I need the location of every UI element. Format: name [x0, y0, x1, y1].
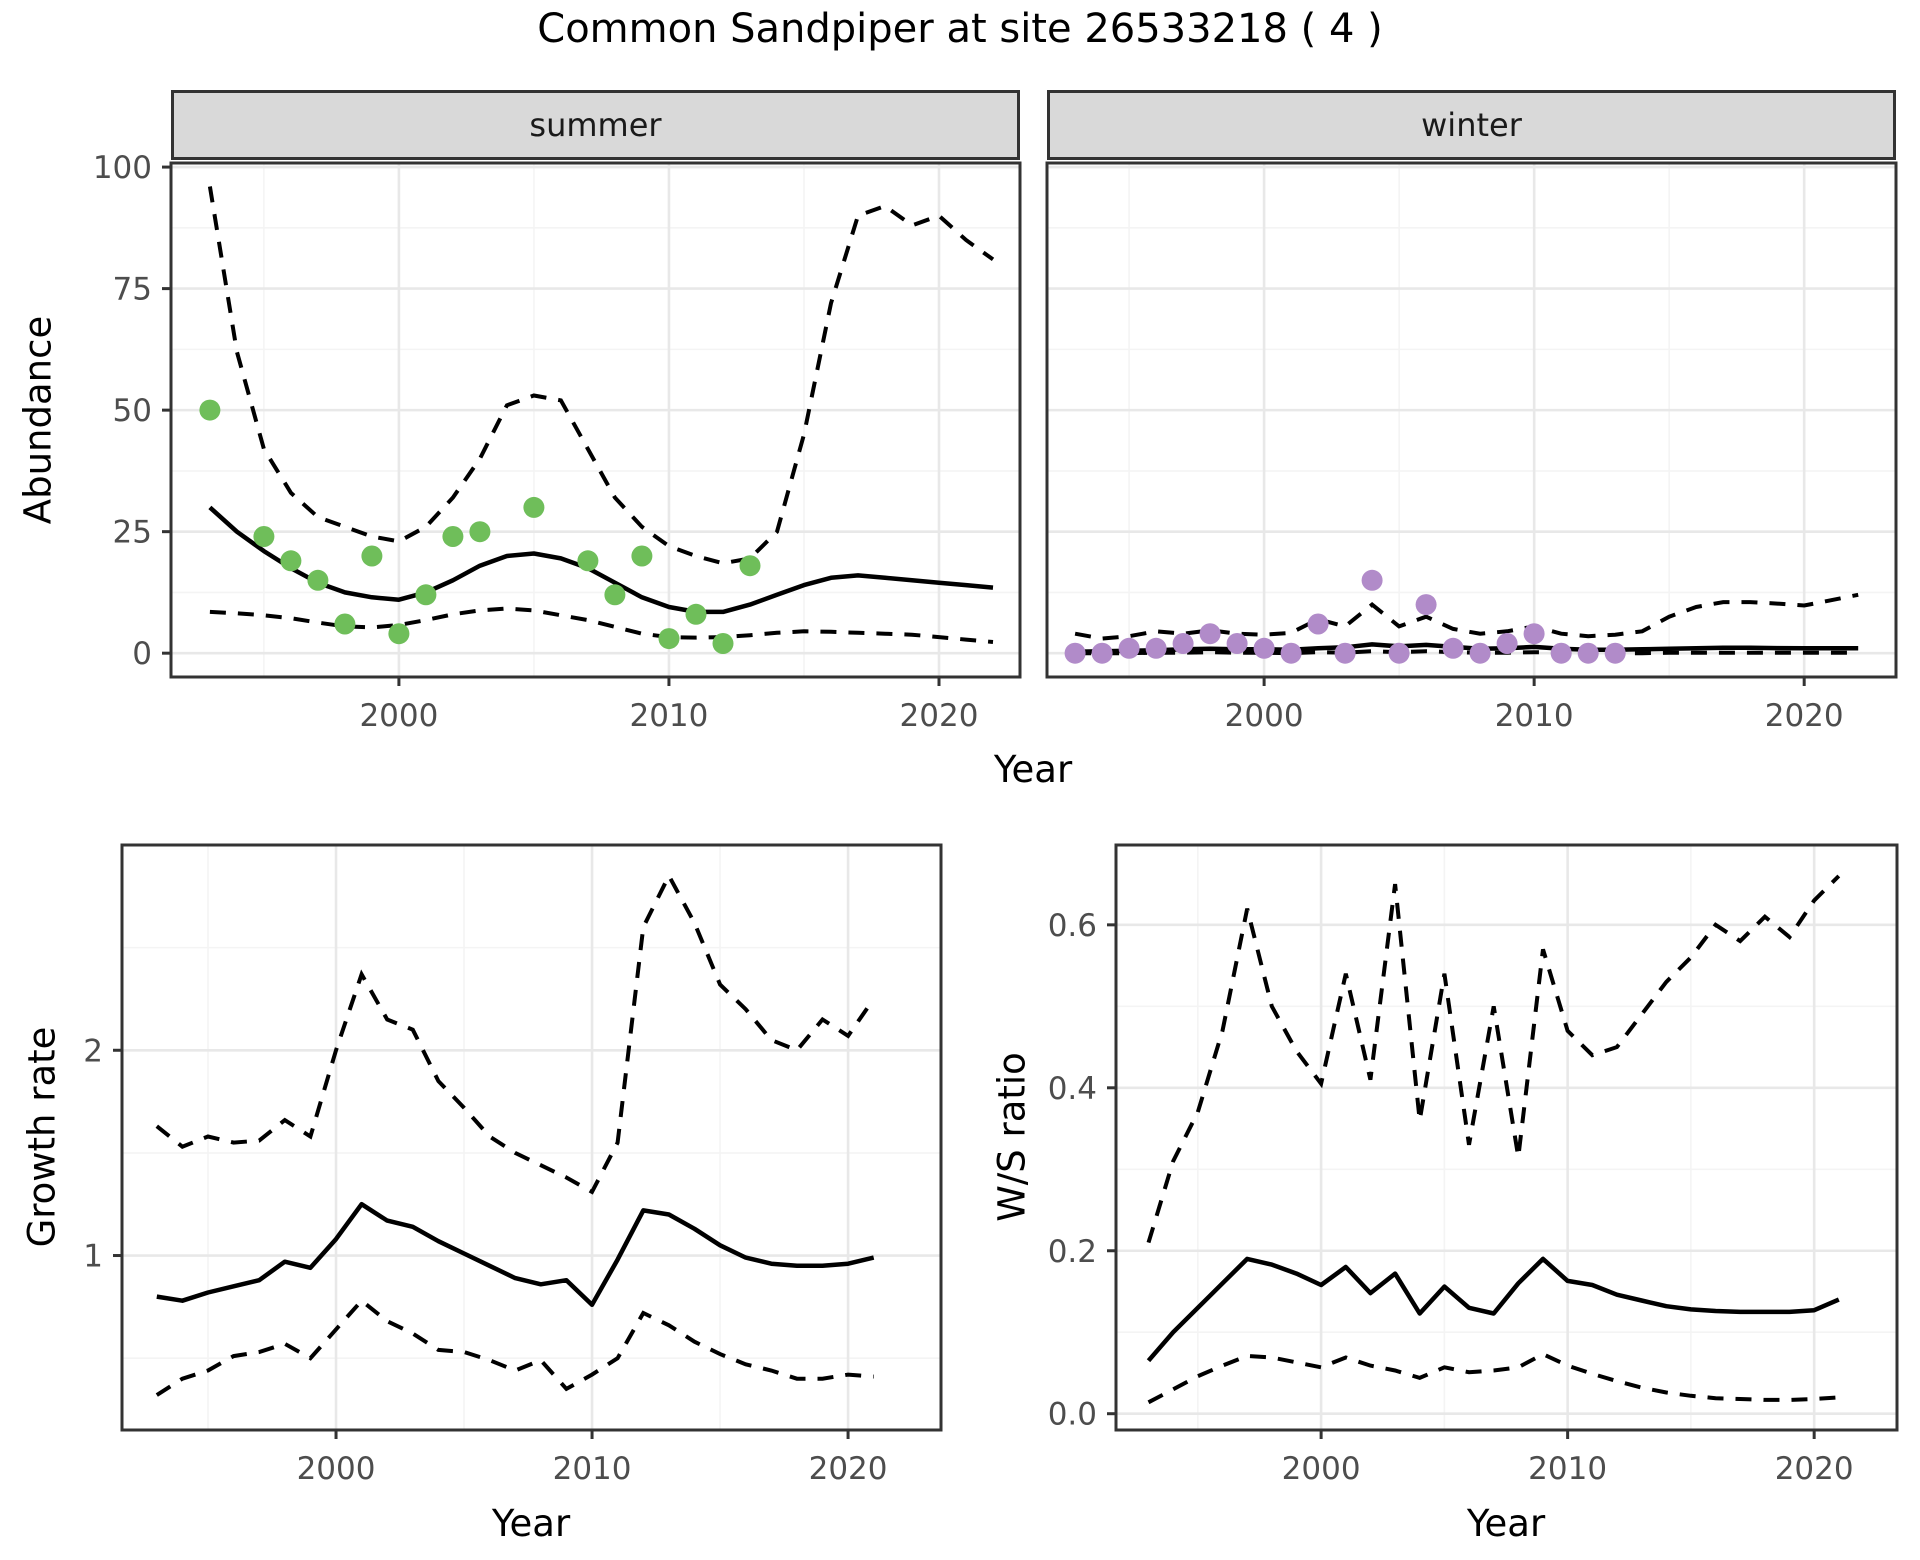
data-point [1604, 642, 1626, 664]
ci-upper-line [207, 186, 995, 566]
data-point [253, 526, 275, 547]
x-tick-label: 2020 [1765, 698, 1844, 734]
data-point [361, 545, 383, 567]
y-tick-label: 0 [132, 636, 152, 672]
data-point [442, 526, 464, 547]
x-tick-label: 2020 [809, 1451, 888, 1487]
data-point [307, 569, 329, 591]
data-point [1469, 642, 1491, 664]
data-point [1577, 642, 1599, 664]
data-point [199, 399, 221, 421]
data-point [685, 603, 707, 625]
x-axis-title-year-bottom-right: Year [1466, 1502, 1546, 1545]
data-point [604, 584, 626, 606]
data-point [1226, 633, 1248, 654]
y-tick-label: 50 [113, 393, 152, 429]
data-point [631, 545, 653, 567]
ci-lower-line [155, 1297, 874, 1397]
panel-ws_ratio [1116, 845, 1897, 1430]
ci-upper-line [1146, 874, 1841, 1244]
data-point [739, 555, 761, 577]
y-tick-label: 25 [113, 515, 152, 551]
panel-border [169, 161, 1022, 679]
fitted-line [208, 505, 994, 615]
panel-abundance_winter [1047, 163, 1896, 677]
data-point [334, 613, 356, 635]
data-point [1415, 594, 1437, 616]
panel-growth_rate [122, 845, 941, 1430]
x-tick-label: 2000 [1225, 698, 1304, 734]
fitted-line [1075, 642, 1859, 654]
data-point [1253, 637, 1275, 659]
facet-strip-summer-label: summer [529, 106, 662, 144]
y-tick-label: 0.6 [1048, 908, 1097, 944]
x-tick-label: 2020 [1775, 1451, 1854, 1487]
y-tick-label: 75 [113, 272, 152, 308]
y-tick-label: 2 [83, 1033, 103, 1069]
data-point [1280, 642, 1302, 664]
y-tick-label: 100 [93, 150, 152, 186]
ci-upper-line [155, 871, 876, 1195]
data-point [1145, 637, 1167, 659]
x-tick-label: 2010 [553, 1451, 632, 1487]
facet-strip-winter-label: winter [1421, 106, 1522, 144]
data-point [1550, 642, 1572, 664]
data-point [1064, 642, 1086, 664]
data-point [1118, 637, 1140, 659]
x-tick-label: 2010 [629, 698, 708, 734]
data-point [388, 623, 410, 645]
data-point [280, 550, 302, 572]
panel-border [1045, 161, 1898, 679]
data-point [1091, 642, 1113, 664]
ci-lower-line [1147, 1351, 1839, 1405]
fitted-line [1146, 1256, 1840, 1363]
x-tick-label: 2000 [1282, 1451, 1361, 1487]
facet-strip-summer: summer [171, 90, 1020, 160]
x-tick-label: 2010 [1528, 1451, 1607, 1487]
data-point [523, 496, 545, 518]
ci-upper-line [1074, 592, 1859, 641]
data-point [1388, 642, 1410, 664]
x-tick-label: 2020 [900, 698, 979, 734]
data-point [1442, 637, 1464, 659]
x-axis-title-year-top: Year [993, 748, 1073, 791]
data-point [712, 633, 734, 654]
data-point [1496, 633, 1518, 654]
data-point [658, 628, 680, 650]
y-tick-label: 0.4 [1048, 1071, 1097, 1107]
panel-abundance_summer [171, 163, 1020, 677]
data-point [1361, 569, 1383, 591]
data-point [1307, 613, 1329, 635]
data-point [1199, 623, 1221, 645]
y-tick-label: 0.2 [1048, 1234, 1097, 1270]
y-tick-label: 0.0 [1048, 1397, 1097, 1433]
facet-strip-winter: winter [1047, 90, 1896, 160]
data-point [1172, 633, 1194, 654]
x-axis-title-year-bottom-left: Year [491, 1502, 571, 1545]
y-tick-label: 1 [83, 1239, 103, 1275]
figure-title: Common Sandpiper at site 26533218 ( 4 ) [537, 6, 1383, 52]
x-tick-label: 2010 [1495, 698, 1574, 734]
data-point [577, 550, 599, 572]
fitted-line [156, 1201, 875, 1308]
data-point [1334, 642, 1356, 664]
ci-lower-line [209, 606, 994, 644]
data-point [469, 521, 491, 543]
x-tick-label: 2000 [359, 698, 438, 734]
ci-lower-line [1075, 649, 1859, 656]
x-tick-label: 2000 [297, 1451, 376, 1487]
panel-border [120, 843, 943, 1432]
panel-border [1114, 843, 1899, 1432]
data-point [415, 584, 437, 606]
data-point [1523, 623, 1545, 645]
